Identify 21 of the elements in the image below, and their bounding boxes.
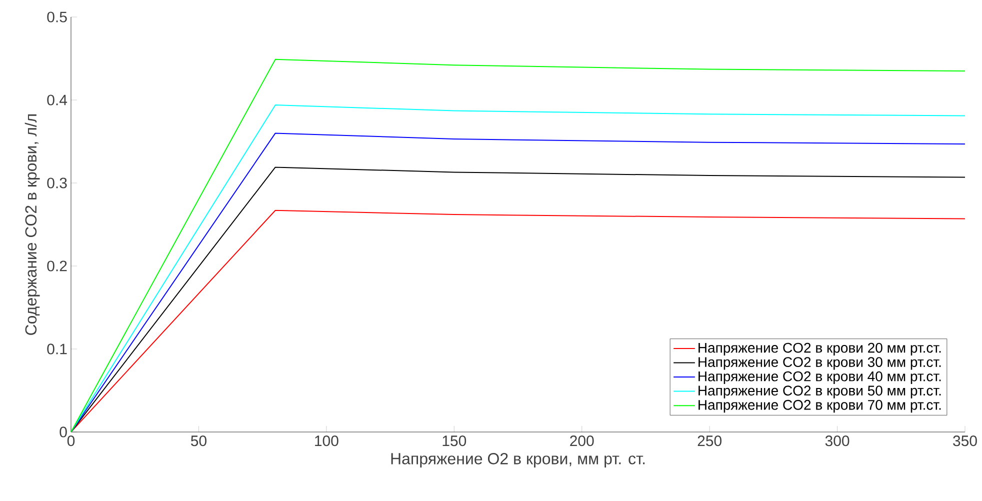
legend-label: Напряжение CO2 в крови 70 мм рт.ст. <box>698 400 941 413</box>
y-tick-label: 0.2 <box>47 260 67 272</box>
x-axis-title: Напряжение O2 в крови, мм рт. ст. <box>391 453 645 468</box>
y-tick-label: 0 <box>60 426 67 438</box>
legend-label: Напряжение CO2 в крови 30 мм рт.ст. <box>698 357 941 370</box>
x-tick-label: 50 <box>190 436 206 446</box>
legend-label: Напряжение CO2 в крови 20 мм рт.ст. <box>698 342 941 356</box>
legend-label: Напряжение CO2 в крови 50 мм рт.ст. <box>698 386 941 398</box>
y-tick-label: 0.3 <box>47 178 67 188</box>
x-tick-label: 0 <box>67 436 75 446</box>
y-axis-title: Содержание CO2 в крови, л/л <box>24 114 40 335</box>
x-tick-label: 200 <box>570 436 594 446</box>
x-tick-label: 100 <box>315 436 338 446</box>
x-tick-label: 350 <box>953 436 977 446</box>
x-tick-label: 250 <box>698 436 722 446</box>
y-tick-label: 0.1 <box>47 344 67 354</box>
x-tick-label: 300 <box>825 436 850 446</box>
y-tick-label: 0.5 <box>47 12 67 22</box>
x-tick-label: 150 <box>442 436 466 446</box>
legend-label: Напряжение CO2 в крови 40 мм рт.ст. <box>698 371 941 384</box>
y-tick-label: 0.4 <box>47 94 68 106</box>
